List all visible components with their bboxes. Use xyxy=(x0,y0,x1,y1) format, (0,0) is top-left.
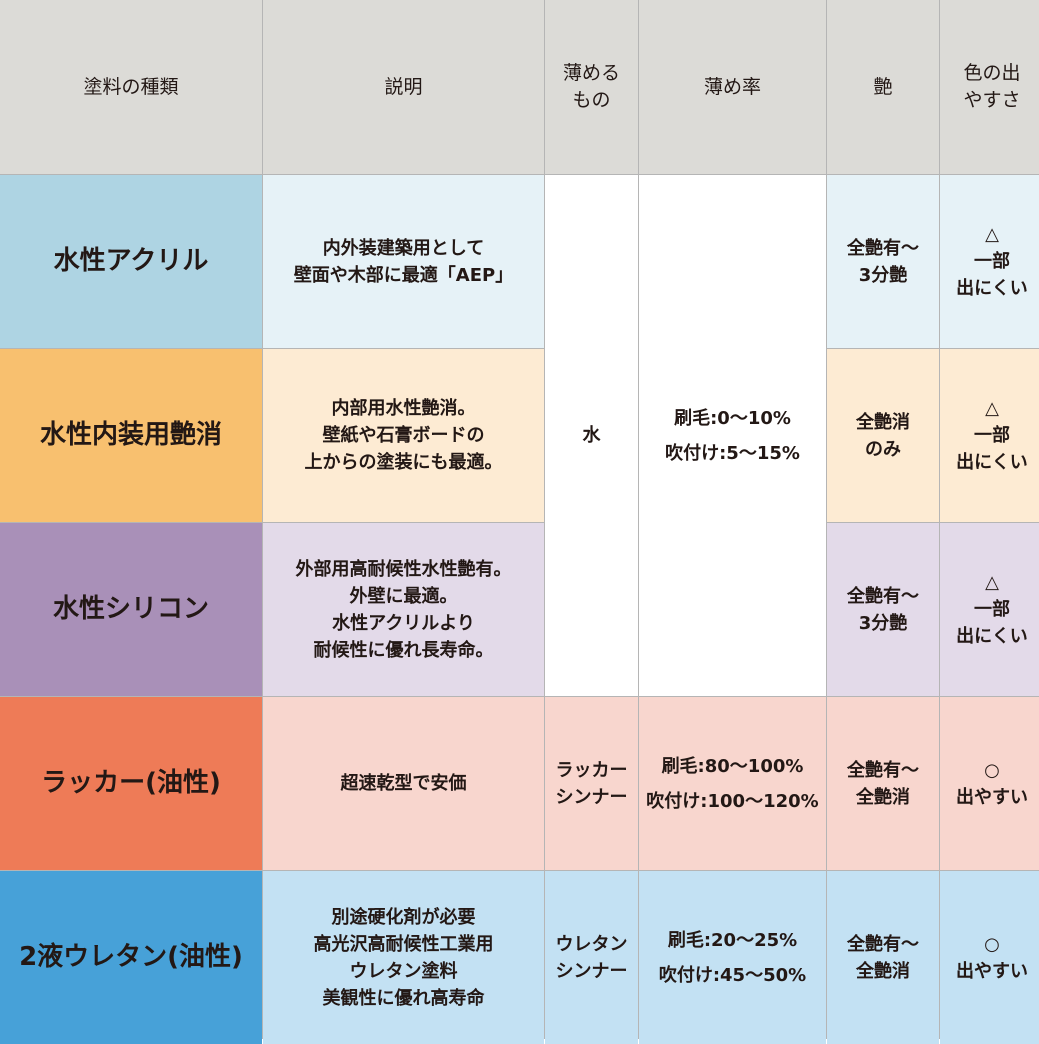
color-ease-cell: △ 一部 出にくい xyxy=(940,175,1039,348)
header-thin-ratio: 薄め率 xyxy=(639,0,826,174)
color-ease-cell: ○ 出やすい xyxy=(940,697,1039,870)
thin-ratio-cell: 刷毛:20〜25% 吹付け:45〜50% xyxy=(639,871,826,1044)
description-cell: 内部用水性艶消。 壁紙や石膏ボードの 上からの塗装にも最適。 xyxy=(263,349,544,522)
paint-type-name: 水性内装用艶消 xyxy=(0,349,262,522)
paint-type-name: 水性アクリル xyxy=(0,175,262,348)
ratio-water-merged: 刷毛:0〜10% 吹付け:5〜15% xyxy=(639,175,826,696)
color-ease-cell: △ 一部 出にくい xyxy=(940,349,1039,522)
header-description: 説明 xyxy=(263,0,544,174)
gloss-cell: 全艶消 のみ xyxy=(827,349,939,522)
header-gloss: 艶 xyxy=(827,0,939,174)
description-cell: 超速乾型で安価 xyxy=(263,697,544,870)
header-paint-type: 塗料の種類 xyxy=(0,0,262,174)
ratio-spray: 吹付け:45〜50% xyxy=(658,964,807,986)
thinner-cell: ウレタン シンナー xyxy=(545,871,638,1044)
gloss-cell: 全艶有〜 全艶消 xyxy=(827,871,939,1044)
thinner-cell: ラッカー シンナー xyxy=(545,697,638,870)
ratio-brush: 刷毛:0〜10% xyxy=(674,407,791,429)
description-cell: 外部用高耐候性水性艶有。 外壁に最適。 水性アクリルより 耐候性に優れ長寿命。 xyxy=(263,523,544,696)
gloss-cell: 全艶有〜 全艶消 xyxy=(827,697,939,870)
ratio-brush: 刷毛:20〜25% xyxy=(667,929,798,951)
description-cell: 別途硬化剤が必要 高光沢高耐候性工業用 ウレタン塗料 美観性に優れ高寿命 xyxy=(263,871,544,1044)
ratio-brush: 刷毛:80〜100% xyxy=(661,755,804,777)
ratio-spray: 吹付け:100〜120% xyxy=(646,790,819,812)
paint-type-name: 2液ウレタン(油性) xyxy=(0,871,262,1044)
gloss-cell: 全艶有〜 3分艶 xyxy=(827,523,939,696)
header-color-ease: 色の出 やすさ xyxy=(940,0,1039,174)
thin-ratio-cell: 刷毛:80〜100% 吹付け:100〜120% xyxy=(639,697,826,870)
paint-type-name: ラッカー(油性) xyxy=(0,697,262,870)
color-ease-cell: △ 一部 出にくい xyxy=(940,523,1039,696)
thinner-water-merged: 水 xyxy=(545,175,638,696)
paint-type-name: 水性シリコン xyxy=(0,523,262,696)
ratio-spray: 吹付け:5〜15% xyxy=(665,442,800,464)
description-cell: 内外装建築用として 壁面や木部に最適「AEP」 xyxy=(263,175,544,348)
color-ease-cell: ○ 出やすい xyxy=(940,871,1039,1044)
gloss-cell: 全艶有〜 3分艶 xyxy=(827,175,939,348)
header-thinner: 薄める もの xyxy=(545,0,638,174)
